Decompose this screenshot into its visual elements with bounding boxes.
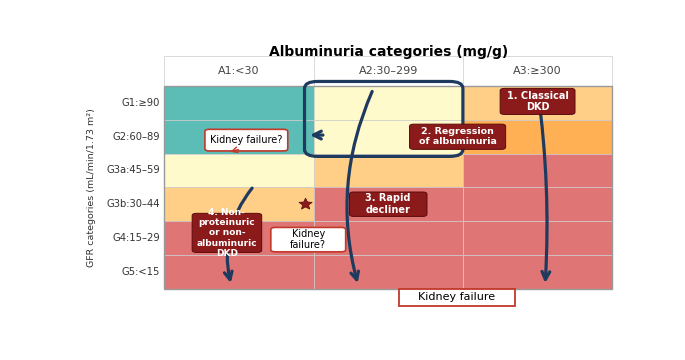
- Bar: [164, 56, 612, 86]
- Bar: [164, 86, 612, 288]
- Bar: [164, 255, 314, 288]
- Text: G3a:45–59: G3a:45–59: [106, 166, 160, 175]
- Bar: [463, 86, 612, 120]
- Text: GFR categories (mL/min/1.73 m²): GFR categories (mL/min/1.73 m²): [88, 108, 97, 267]
- Bar: [463, 187, 612, 221]
- Text: G2:60–89: G2:60–89: [112, 132, 160, 142]
- Text: G3b:30–44: G3b:30–44: [106, 199, 160, 209]
- Text: 1. Classical
DKD: 1. Classical DKD: [507, 91, 569, 112]
- Bar: [164, 221, 314, 255]
- Text: G5:<15: G5:<15: [121, 267, 160, 276]
- FancyBboxPatch shape: [205, 129, 288, 151]
- Bar: [164, 154, 314, 187]
- Text: 4. Non-
proteinuric
or non-
albuminuric
DKD: 4. Non- proteinuric or non- albuminuric …: [197, 208, 258, 258]
- Polygon shape: [299, 198, 312, 209]
- Text: G1:≥90: G1:≥90: [121, 98, 160, 108]
- Text: 3. Rapid
decliner: 3. Rapid decliner: [366, 193, 411, 215]
- Bar: [314, 86, 463, 120]
- Bar: [314, 120, 463, 154]
- Text: G4:15–29: G4:15–29: [112, 233, 160, 243]
- FancyBboxPatch shape: [399, 288, 515, 306]
- Text: A2:30–299: A2:30–299: [358, 66, 418, 76]
- Bar: [463, 255, 612, 288]
- Bar: [314, 221, 463, 255]
- Text: 2. Regression
of albuminuria: 2. Regression of albuminuria: [419, 127, 497, 147]
- Bar: [463, 154, 612, 187]
- FancyBboxPatch shape: [192, 213, 262, 252]
- Text: Albuminuria categories (mg/g): Albuminuria categories (mg/g): [269, 45, 508, 59]
- FancyBboxPatch shape: [271, 228, 346, 252]
- Text: Kidney failure: Kidney failure: [419, 292, 495, 302]
- Bar: [164, 187, 314, 221]
- Text: A3:≥300: A3:≥300: [513, 66, 562, 76]
- Bar: [463, 221, 612, 255]
- Bar: [164, 86, 314, 120]
- FancyBboxPatch shape: [349, 192, 427, 216]
- FancyBboxPatch shape: [410, 124, 506, 149]
- FancyBboxPatch shape: [500, 89, 575, 114]
- Bar: [314, 154, 463, 187]
- Bar: [463, 120, 612, 154]
- Bar: [314, 255, 463, 288]
- Text: Kidney failure?: Kidney failure?: [210, 135, 282, 145]
- Text: Kidney
failure?: Kidney failure?: [290, 229, 326, 251]
- Bar: [314, 187, 463, 221]
- Text: A1:<30: A1:<30: [218, 66, 260, 76]
- Bar: [164, 120, 314, 154]
